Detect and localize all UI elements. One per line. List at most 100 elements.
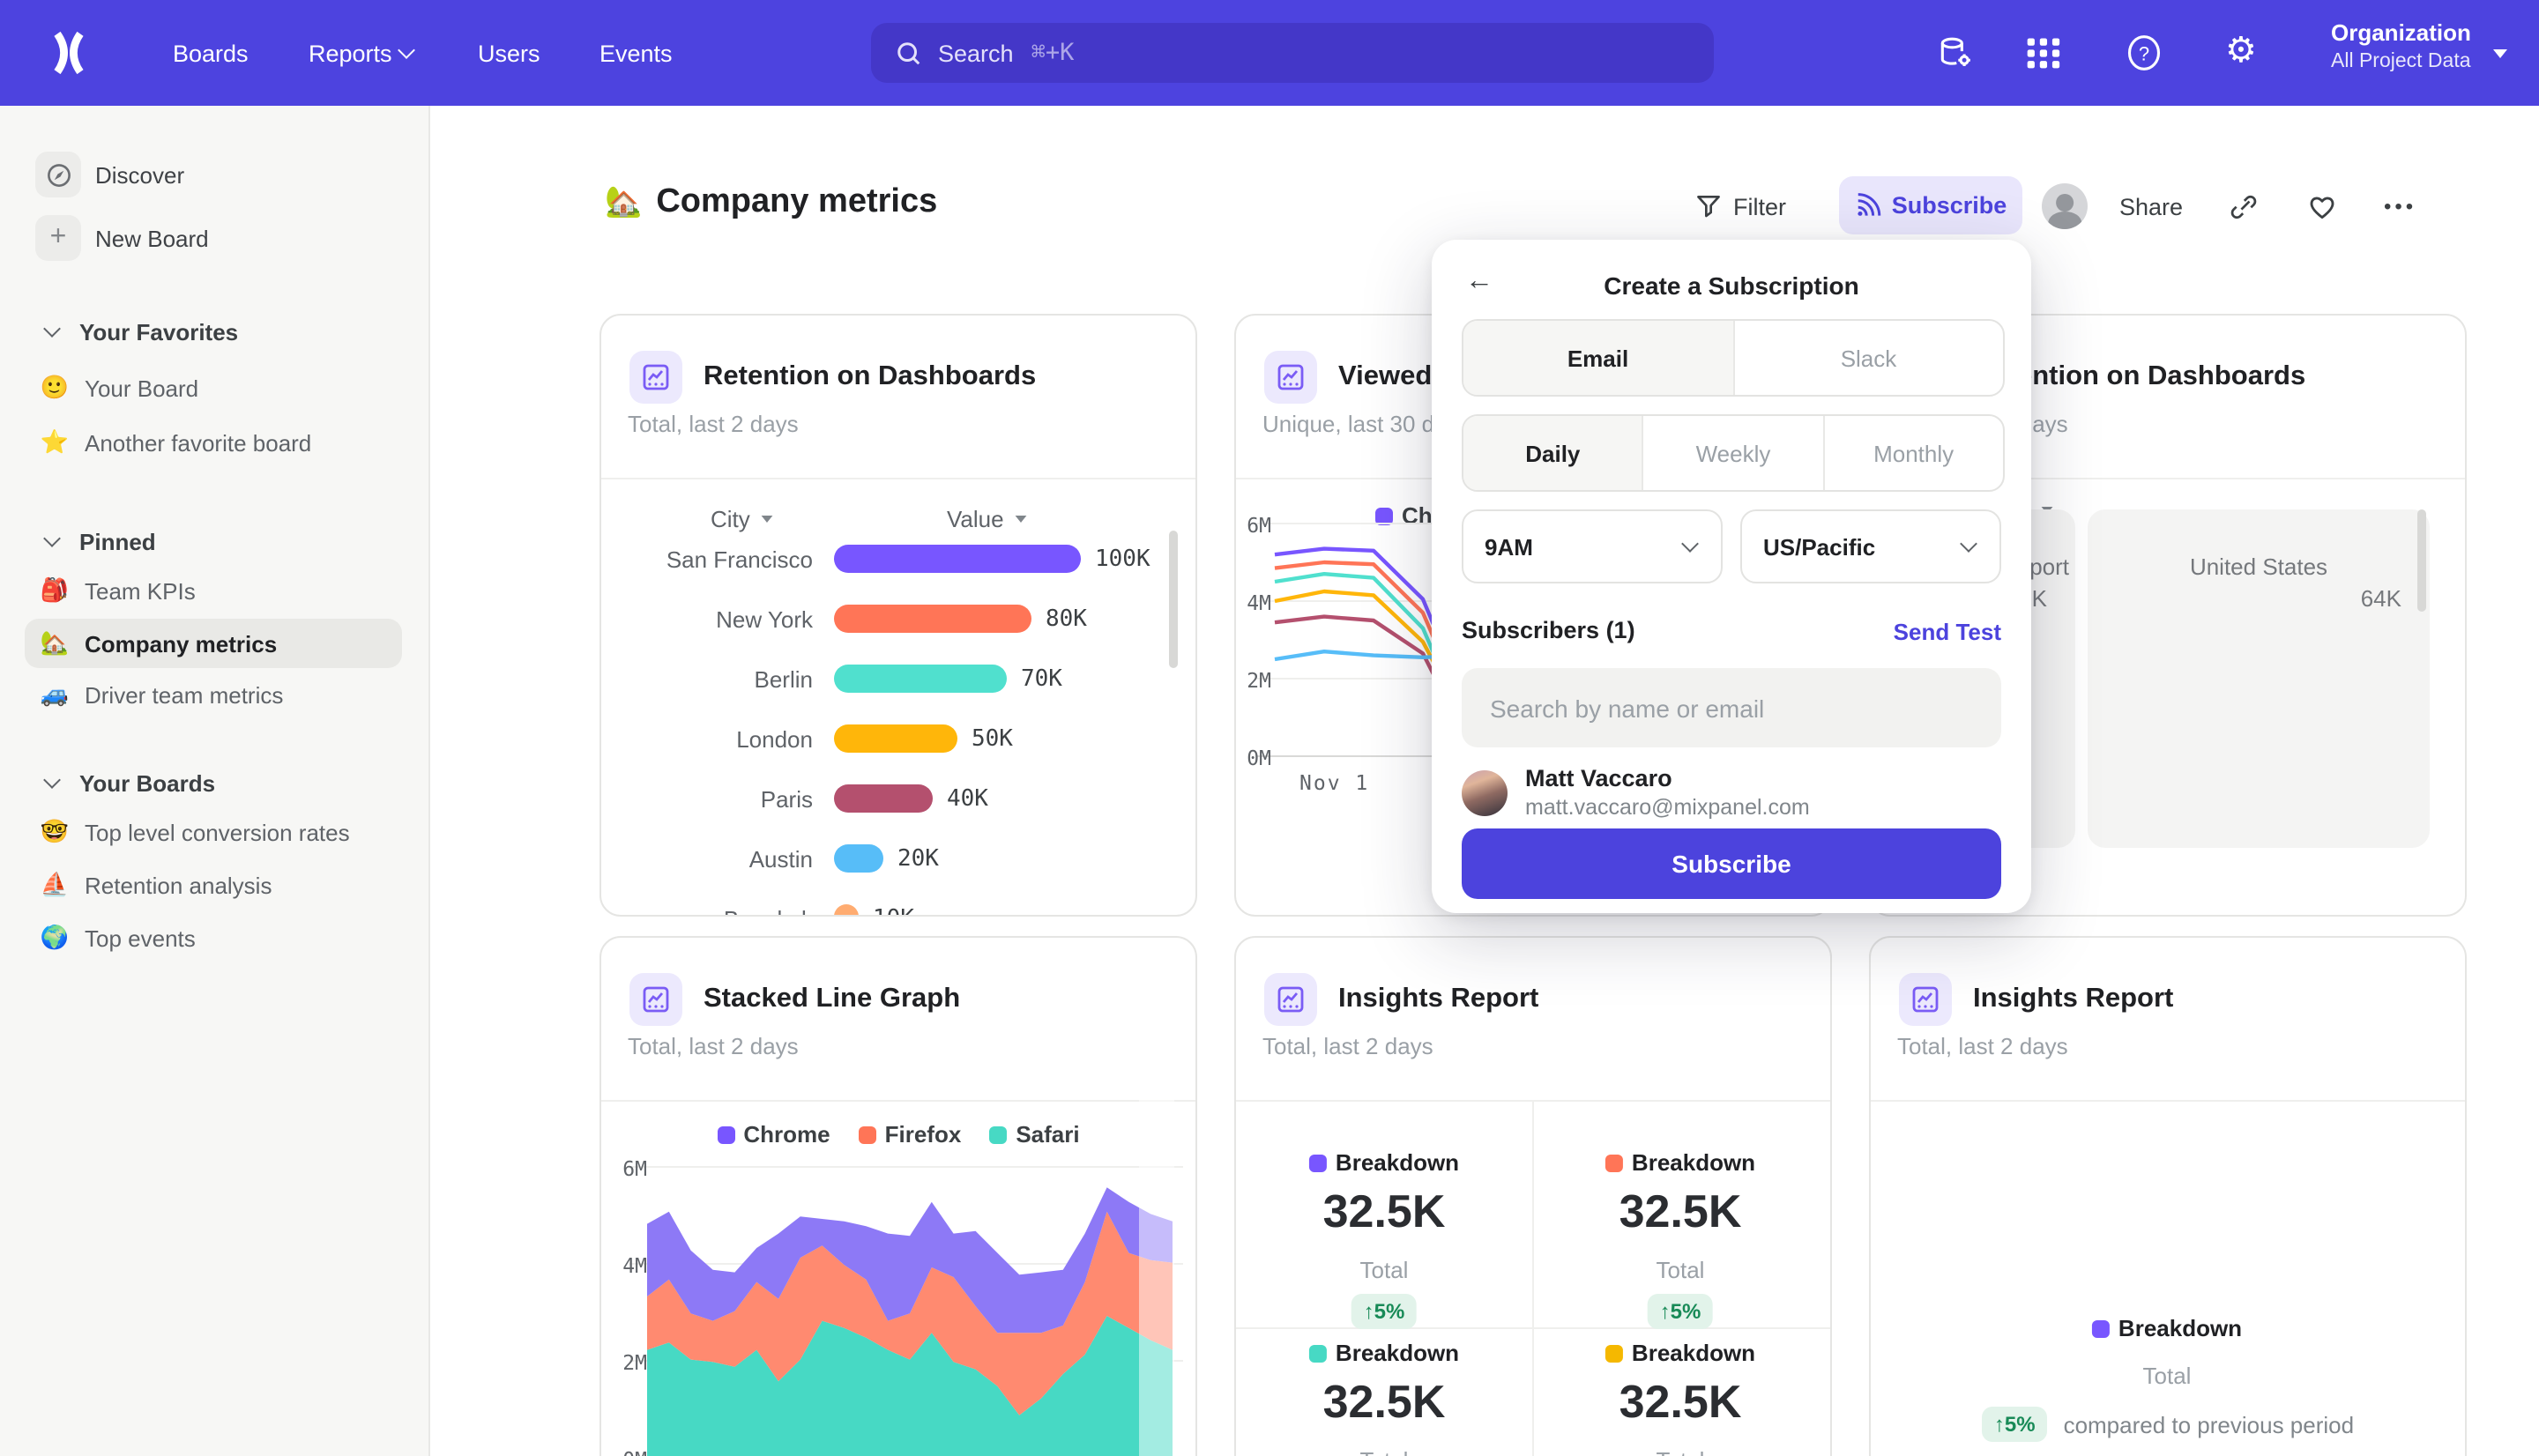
back-arrow-icon[interactable]: ←: [1465, 266, 1493, 296]
bar-row-san-francisco[interactable]: San Francisco 100K: [601, 545, 1195, 573]
metric-sub: Total: [1657, 1447, 1705, 1456]
sidebar-item-discover[interactable]: Discover: [0, 150, 428, 199]
subscriber-search-input[interactable]: [1462, 668, 2001, 747]
bar-row-london[interactable]: London 50K: [601, 724, 1195, 753]
subscribe-button[interactable]: Subscribe: [1839, 176, 2022, 234]
bar[interactable]: [834, 665, 1007, 693]
card-scrollbar[interactable]: [1169, 531, 1178, 668]
bar-row-new-york[interactable]: New York 80K: [601, 605, 1195, 633]
send-test-link[interactable]: Send Test: [1893, 619, 2001, 645]
metric-sub: Total: [1360, 1447, 1409, 1456]
sidebar-item-top-level-conversion-rates[interactable]: 🤓 Top level conversion rates: [40, 818, 350, 845]
tab-slack[interactable]: Slack: [1732, 321, 2003, 395]
bar[interactable]: [834, 724, 957, 753]
create-subscription-modal: ← Create a Subscription Email Slack Dail…: [1432, 240, 2031, 913]
apps-grid-icon[interactable]: [2024, 33, 2063, 72]
legend-chrome[interactable]: Chrome: [717, 1121, 830, 1148]
subscriber-name: Matt Vaccaro: [1525, 765, 1672, 791]
settings-gear-icon[interactable]: ⚙: [2225, 32, 2257, 71]
data-management-icon[interactable]: [1936, 33, 1975, 72]
delta-badge: ↑5%: [1981, 1407, 2048, 1442]
page-title: 🏡 Company metrics: [605, 183, 938, 220]
sidebar-item-retention-analysis[interactable]: ⛵ Retention analysis: [40, 871, 272, 898]
help-icon[interactable]: ?: [2125, 33, 2163, 72]
bar[interactable]: [834, 545, 1081, 573]
bar-label: San Francisco: [666, 546, 813, 572]
bar-label: London: [736, 725, 813, 752]
share-button[interactable]: Share: [2119, 193, 2184, 219]
bar[interactable]: [834, 844, 883, 873]
board-emoji: 🙂: [40, 374, 70, 400]
metric-value: 32.5K: [1322, 1375, 1446, 1428]
tab-daily[interactable]: Daily: [1463, 416, 1642, 490]
sidebar-item-another-favorite-board[interactable]: ⭐ Another favorite board: [40, 428, 312, 456]
bar-value: 70K: [1021, 665, 1062, 692]
bar[interactable]: [834, 784, 933, 813]
bar-row-paris[interactable]: Paris 40K: [601, 784, 1195, 813]
metric-label: Breakdown: [1308, 1149, 1459, 1176]
table-cell-united-states[interactable]: United States 64K: [2088, 509, 2430, 848]
timezone-select[interactable]: US/Pacific: [1740, 509, 2001, 583]
bar-value: 50K: [972, 725, 1013, 752]
ytick-6m: 6M: [1247, 513, 1271, 538]
section-your-boards[interactable]: Your Boards: [0, 758, 428, 807]
sidebar-item-top-events[interactable]: 🌍 Top events: [40, 924, 196, 951]
tab-monthly[interactable]: Monthly: [1822, 416, 2003, 490]
section-pinned[interactable]: Pinned: [0, 516, 428, 566]
search-shortcut: ⌘+K: [1031, 39, 1075, 67]
favorite-heart-icon[interactable]: [2306, 182, 2338, 231]
mixpanel-logo-icon[interactable]: [46, 30, 92, 76]
bar-row-berlin[interactable]: Berlin 70K: [601, 665, 1195, 693]
card-title[interactable]: Retention on Dashboards: [704, 361, 1037, 391]
tab-weekly[interactable]: Weekly: [1642, 416, 1823, 490]
metric-label: Breakdown: [1605, 1340, 1755, 1366]
sidebar-item-company-metrics[interactable]: 🏡 Company metrics: [40, 629, 278, 657]
time-select[interactable]: 9AM: [1462, 509, 1723, 583]
board-emoji: 🌍: [40, 924, 70, 950]
filter-button[interactable]: Filter: [1694, 182, 1786, 231]
plus-icon: +: [35, 215, 81, 261]
metric-label: Breakdown: [1605, 1149, 1755, 1176]
column-header-city[interactable]: City: [711, 506, 775, 532]
card-title[interactable]: Stacked Line Graph: [704, 984, 961, 1014]
bar[interactable]: [834, 904, 859, 915]
bar-row-austin[interactable]: Austin 20K: [601, 844, 1195, 873]
copy-link-icon[interactable]: [2229, 182, 2259, 231]
more-options-button[interactable]: •••: [2384, 194, 2417, 219]
compass-icon: [35, 152, 81, 197]
chart-legend: Chrome Firefox Safari: [601, 1121, 1195, 1148]
bar-value: 40K: [947, 785, 988, 812]
column-header-value[interactable]: Value: [947, 506, 1029, 532]
search-input[interactable]: Search ⌘+K: [871, 23, 1714, 83]
frequency-tabs: Daily Weekly Monthly: [1462, 414, 2005, 492]
legend-firefox[interactable]: Firefox: [858, 1121, 961, 1148]
sidebar-item-your-board[interactable]: 🙂 Your Board: [40, 374, 199, 401]
ytick-0m: 0M: [601, 1447, 647, 1456]
sidebar-item-new-board[interactable]: + New Board: [0, 213, 428, 263]
sidebar-item-driver-team-metrics[interactable]: 🚙 Driver team metrics: [40, 680, 284, 708]
ytick-2m: 2M: [622, 1350, 647, 1375]
metric-label: Breakdown: [1308, 1340, 1459, 1366]
org-switcher[interactable]: Organization All Project Data: [2331, 19, 2483, 72]
metric-swatch: [1605, 1345, 1623, 1363]
subscribers-label: Subscribers (1): [1462, 617, 1635, 643]
card-title[interactable]: Insights Report: [1973, 984, 2174, 1014]
nav-reports[interactable]: Reports: [309, 0, 416, 106]
bar-row-bangkok[interactable]: Bangkok 10K: [601, 904, 1195, 915]
user-avatar[interactable]: [2042, 183, 2088, 229]
nav-boards[interactable]: Boards: [173, 40, 249, 66]
sidebar-item-team-kpis[interactable]: 🎒 Team KPIs: [40, 576, 196, 604]
nav-users[interactable]: Users: [478, 40, 540, 66]
bar[interactable]: [834, 605, 1031, 633]
ytick-0m: 0M: [1247, 746, 1271, 770]
legend-safari[interactable]: Safari: [989, 1121, 1080, 1148]
card-title[interactable]: Insights Report: [1338, 984, 1539, 1014]
nav-events[interactable]: Events: [599, 40, 673, 66]
tab-email[interactable]: Email: [1463, 321, 1732, 395]
subscribe-submit-button[interactable]: Subscribe: [1462, 828, 2001, 899]
sidebar-item-company-metrics-highlight: [25, 619, 402, 668]
report-chart-icon: [1264, 973, 1317, 1026]
section-your-favorites[interactable]: Your Favorites: [0, 307, 428, 356]
board-emoji: ⛵: [40, 871, 70, 897]
card-scrollbar[interactable]: [2417, 509, 2426, 612]
